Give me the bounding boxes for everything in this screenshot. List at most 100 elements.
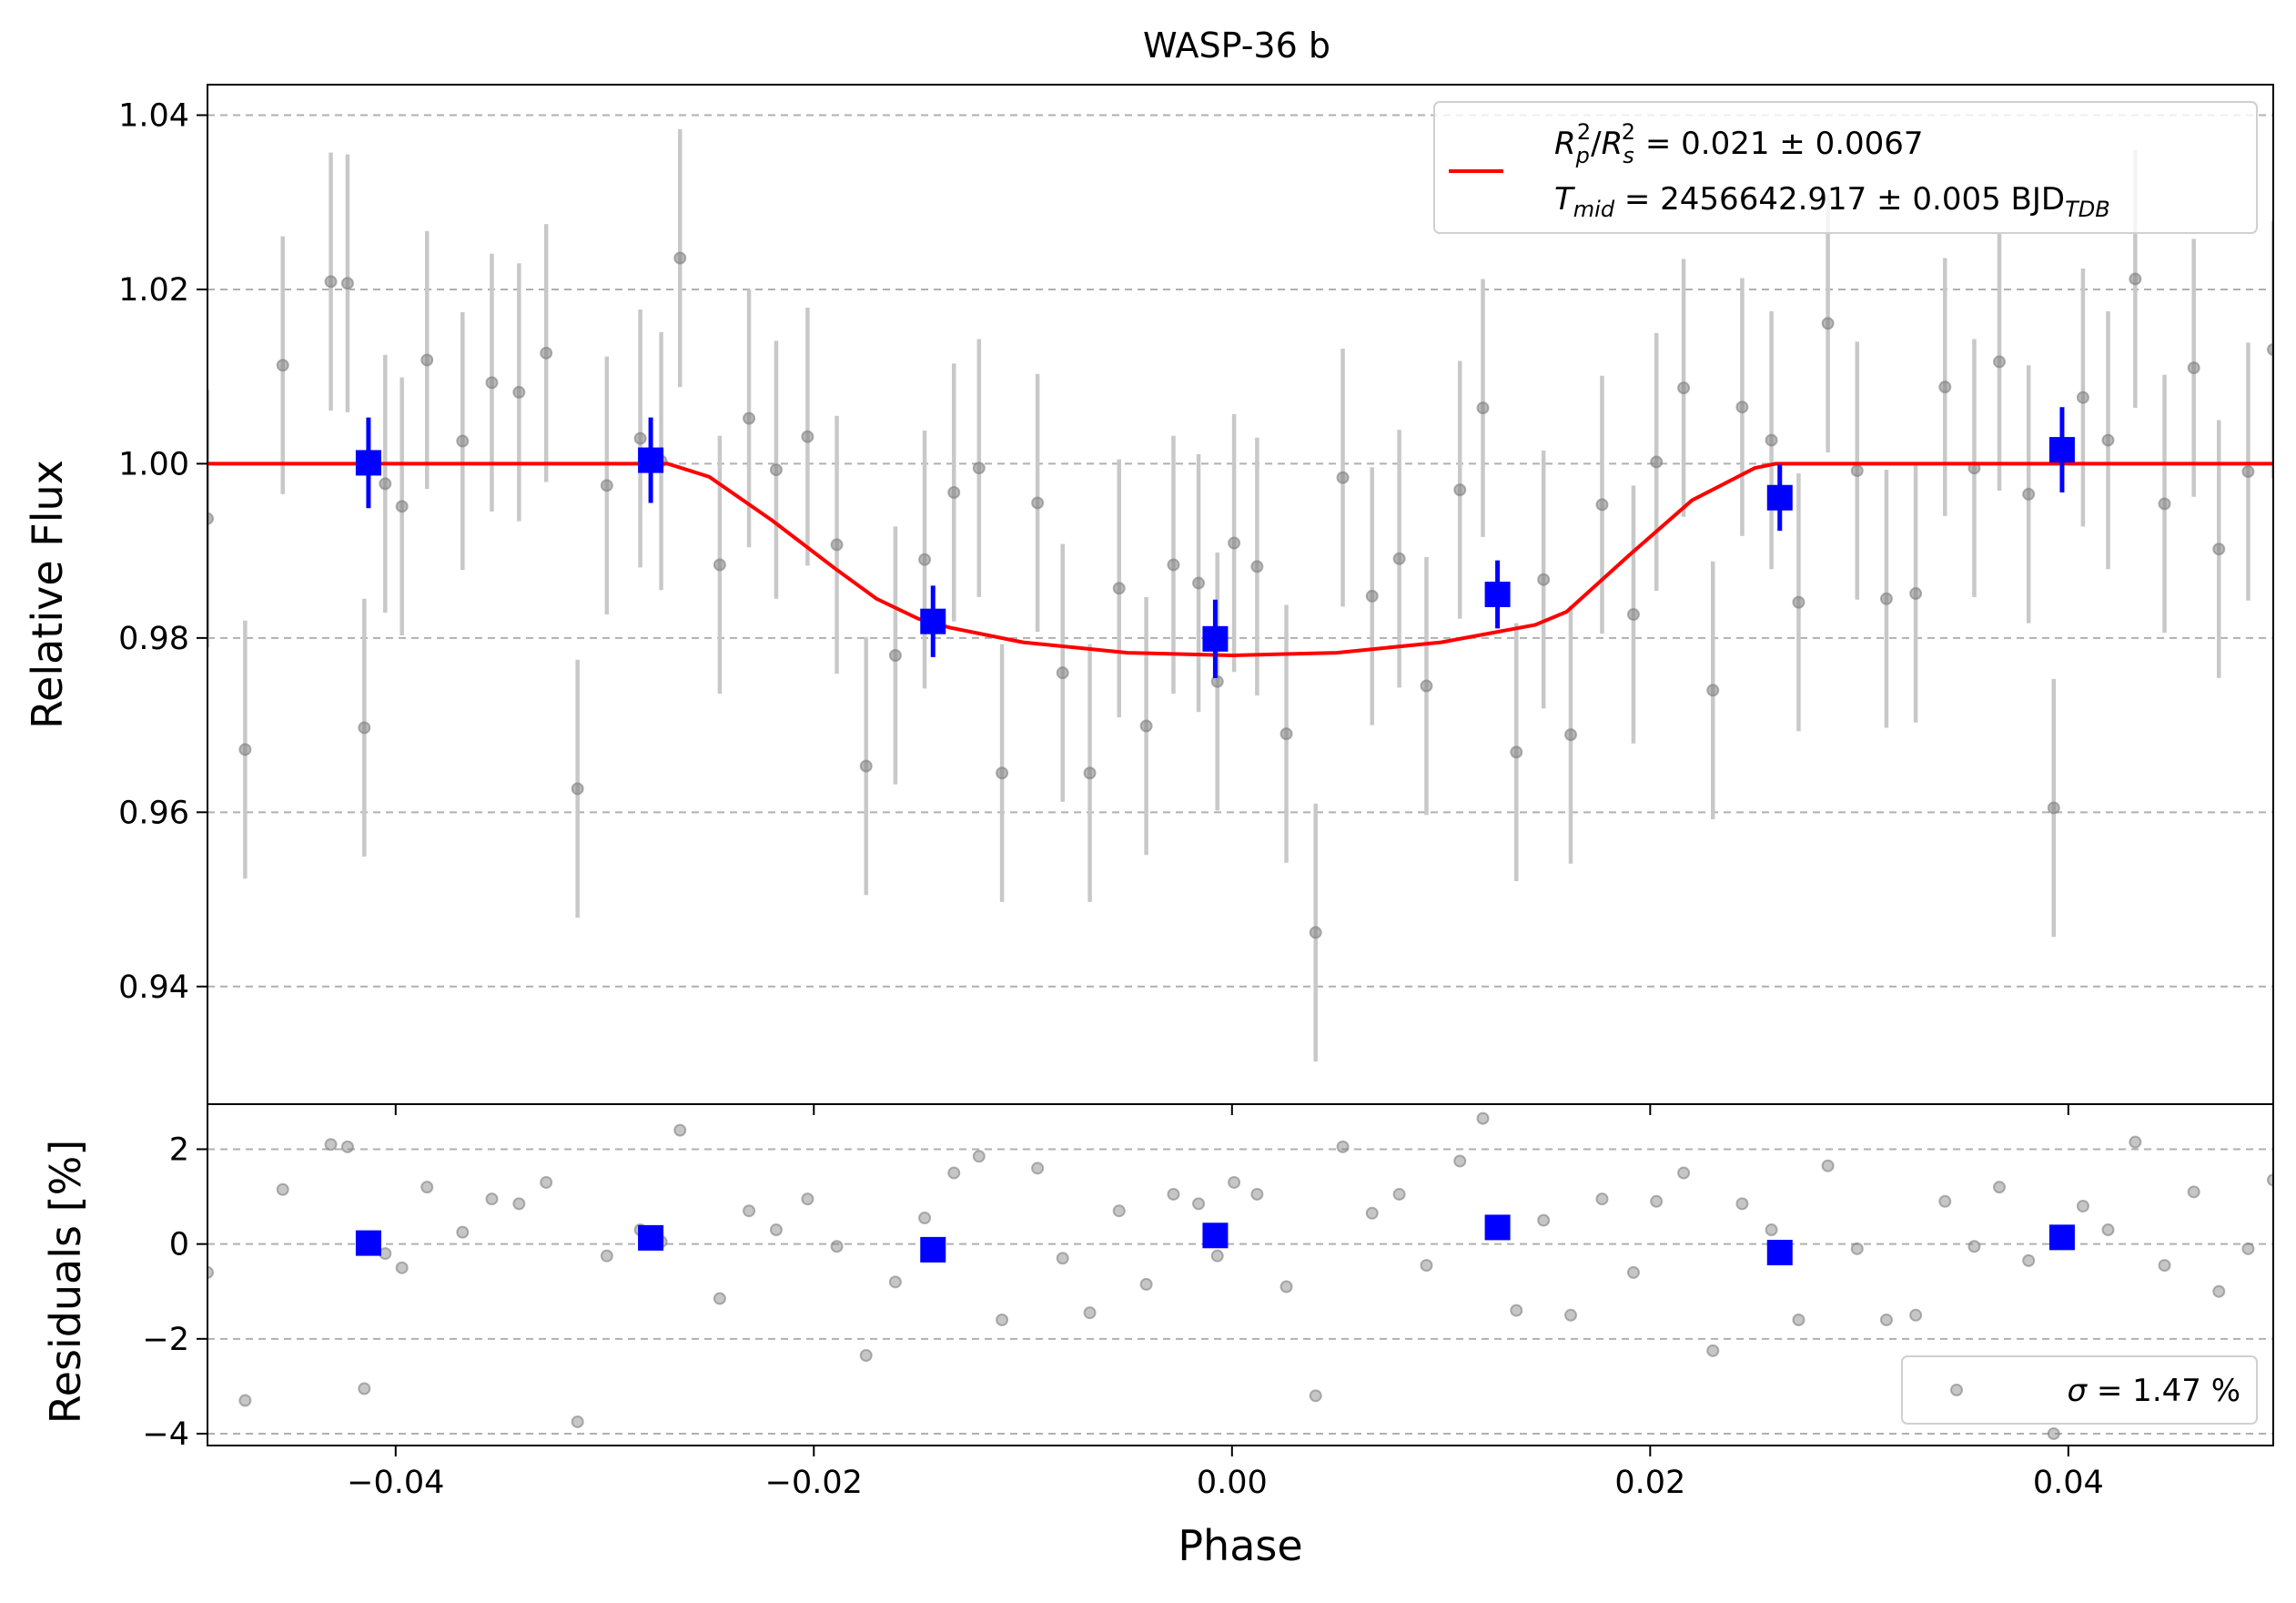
- residual-point: [1031, 1162, 1045, 1175]
- top-y-tick-label: 0.94: [118, 969, 189, 1006]
- raw-point: [1365, 589, 1379, 603]
- raw-point: [512, 385, 526, 399]
- residual-point: [918, 1212, 932, 1224]
- raw-point: [276, 359, 289, 372]
- raw-point: [340, 277, 354, 290]
- residual-point: [673, 1123, 687, 1137]
- raw-point: [1595, 498, 1609, 512]
- raw-point: [485, 376, 499, 390]
- raw-point: [1279, 727, 1293, 741]
- binned-residual-point: [920, 1236, 946, 1263]
- raw-point: [1336, 471, 1350, 484]
- tmid-symbol: T: [1554, 181, 1575, 218]
- raw-point: [600, 479, 613, 492]
- residual-point: [2267, 1173, 2273, 1187]
- depth-symbol-rp: R: [1554, 126, 1576, 162]
- depth-slash: /: [1591, 126, 1602, 162]
- residual-point: [1792, 1313, 1805, 1326]
- raw-point: [2241, 465, 2255, 479]
- bottom-y-axis-label: Residuals [%]: [41, 1140, 90, 1424]
- raw-point: [1909, 587, 1923, 601]
- residual-point: [456, 1225, 470, 1239]
- residual-point: [2187, 1185, 2200, 1199]
- sigma-legend: σ = 1.47 %: [1901, 1355, 2258, 1425]
- raw-point: [830, 538, 844, 552]
- binned-point: [1766, 484, 1793, 511]
- raw-point: [743, 411, 756, 425]
- bottom-panel-binned-points: [355, 1214, 2075, 1266]
- bottom-panel-raw-points: [207, 1111, 2273, 1440]
- raw-point: [1938, 380, 1952, 394]
- binned-residual-point: [1766, 1240, 1793, 1266]
- raw-point: [1083, 766, 1097, 780]
- residual-point: [2129, 1135, 2142, 1149]
- residual-point: [1453, 1154, 1467, 1168]
- chart-title: WASP-36 b: [1143, 25, 1330, 66]
- depth-value: = 0.021 ± 0.0067: [1635, 126, 1924, 162]
- residual-point: [996, 1313, 1009, 1326]
- raw-point: [1626, 608, 1640, 622]
- raw-point: [1309, 926, 1322, 939]
- residual-point: [2047, 1426, 2060, 1440]
- depth-sub-s: s: [1623, 143, 1634, 168]
- raw-point: [379, 477, 392, 491]
- raw-point: [1112, 582, 1126, 595]
- model-curve: [207, 462, 2273, 658]
- raw-point: [859, 759, 873, 773]
- sigma-legend-label: σ = 1.47 %: [2068, 1373, 2240, 1409]
- residual-point: [1537, 1213, 1551, 1227]
- residual-point: [1850, 1242, 1864, 1255]
- bottom-panel-grid: [207, 1148, 2273, 1435]
- residual-point: [1392, 1187, 1406, 1201]
- raw-point: [2187, 361, 2200, 375]
- residual-point: [207, 1265, 214, 1279]
- depth-symbol-rs: R: [1602, 126, 1623, 162]
- depth-sup-2: 2: [1622, 119, 1635, 145]
- top-y-tick-label: 0.98: [118, 621, 189, 657]
- residual-point: [1056, 1252, 1069, 1265]
- residual-point: [512, 1197, 526, 1211]
- binned-point: [2048, 437, 2075, 463]
- raw-point: [1650, 455, 1664, 469]
- residual-point: [2022, 1253, 2036, 1267]
- raw-point: [2212, 543, 2226, 556]
- raw-point: [1564, 728, 1578, 742]
- residual-point: [1706, 1344, 1720, 1357]
- residual-point: [888, 1275, 902, 1289]
- raw-point: [801, 430, 814, 443]
- raw-point: [888, 649, 902, 663]
- raw-point: [996, 766, 1009, 780]
- binned-residual-point: [1484, 1214, 1511, 1241]
- tmid-value: = 2456642.917 ± 0.005 BJD: [1614, 181, 2065, 218]
- depth-sup-1: 2: [1577, 119, 1591, 145]
- residual-point: [947, 1166, 961, 1180]
- sigma-legend-box: [1901, 1355, 2258, 1425]
- residual-point: [801, 1192, 814, 1206]
- residual-point: [1993, 1181, 2007, 1194]
- residual-point: [600, 1249, 613, 1263]
- residual-point: [2212, 1284, 2226, 1298]
- raw-point: [1850, 464, 1864, 478]
- residual-point: [1909, 1308, 1923, 1322]
- binned-point: [1202, 625, 1229, 652]
- residual-point: [1510, 1304, 1523, 1317]
- residual-point: [1336, 1140, 1350, 1153]
- raw-point: [1192, 576, 1206, 590]
- residual-point: [769, 1223, 783, 1237]
- residual-point: [743, 1204, 756, 1218]
- residual-point: [1139, 1277, 1153, 1291]
- binned-residual-point: [1202, 1223, 1229, 1249]
- raw-point: [1139, 719, 1153, 733]
- raw-point: [324, 275, 338, 289]
- raw-point: [207, 512, 214, 525]
- raw-point: [633, 431, 647, 445]
- residual-point: [1083, 1306, 1097, 1320]
- residual-point: [379, 1247, 392, 1261]
- raw-point: [456, 434, 470, 448]
- bottom-panel-y-axis: −4 −2 0 2: [142, 1131, 207, 1453]
- raw-point: [1250, 560, 1264, 573]
- binned-point: [355, 450, 381, 476]
- residual-point: [2076, 1199, 2089, 1212]
- legend-line-depth: Rp2/Rs2 = 0.021 ± 0.0067: [1554, 119, 1924, 168]
- residual-point: [571, 1415, 584, 1428]
